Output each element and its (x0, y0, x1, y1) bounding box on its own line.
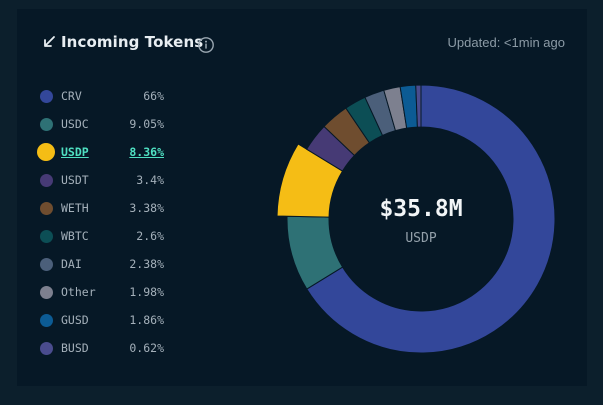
legend-item-wbtc[interactable]: WBTC 2.6% (39, 222, 169, 250)
legend-swatch (40, 173, 53, 187)
legend-label: USDC (61, 117, 89, 131)
legend-swatch (40, 285, 53, 299)
legend-item-usdp[interactable]: USDP 8.36% (37, 138, 169, 166)
legend-percent: 66% (143, 89, 164, 103)
legend-swatch (40, 341, 53, 355)
legend-swatch (40, 257, 53, 271)
legend-percent: 8.36% (129, 145, 164, 159)
legend-label: USDT (61, 173, 89, 187)
legend-item-gusd[interactable]: GUSD 1.86% (39, 306, 169, 334)
legend-item-other[interactable]: Other 1.98% (39, 278, 169, 306)
info-icon[interactable] (197, 36, 215, 54)
legend-label: BUSD (61, 341, 89, 355)
legend-item-weth[interactable]: WETH 3.38% (39, 194, 169, 222)
donut-slice-busd[interactable] (415, 84, 422, 128)
legend-label: WETH (61, 201, 89, 215)
legend-percent: 1.86% (129, 313, 164, 327)
legend-label: WBTC (61, 229, 89, 243)
arrow-down-left-icon (44, 36, 55, 47)
legend-swatch (37, 143, 55, 161)
legend-swatch (40, 229, 53, 243)
donut-slice-crv[interactable] (306, 84, 556, 354)
legend-label: Other (61, 285, 96, 299)
legend-label: CRV (61, 89, 82, 103)
legend-label: GUSD (61, 313, 89, 327)
card-title: Incoming Tokens (61, 33, 204, 51)
legend-item-dai[interactable]: DAI 2.38% (39, 250, 169, 278)
token-legend: CRV 66% USDC 9.05% USDP 8.36% USDT 3.4% WETH 3.38… (37, 82, 169, 362)
legend-label: DAI (61, 257, 82, 271)
legend-swatch (40, 89, 53, 103)
legend-swatch (40, 201, 53, 215)
legend-swatch (40, 313, 53, 327)
legend-swatch (40, 117, 53, 131)
legend-item-usdt[interactable]: USDT 3.4% (39, 166, 169, 194)
legend-label: USDP (61, 145, 89, 159)
legend-percent: 2.38% (129, 257, 164, 271)
legend-percent: 0.62% (129, 341, 164, 355)
legend-percent: 3.38% (129, 201, 164, 215)
legend-item-crv[interactable]: CRV 66% (39, 82, 169, 110)
legend-item-busd[interactable]: BUSD 0.62% (39, 334, 169, 362)
center-value: $35.8M (379, 196, 463, 222)
legend-percent: 9.05% (129, 117, 164, 131)
legend-percent: 3.4% (136, 173, 164, 187)
legend-percent: 2.6% (136, 229, 164, 243)
updated-timestamp: Updated: <1min ago (447, 35, 565, 50)
legend-item-usdc[interactable]: USDC 9.05% (39, 110, 169, 138)
legend-percent: 1.98% (129, 285, 164, 299)
center-label: USDP (405, 231, 437, 246)
